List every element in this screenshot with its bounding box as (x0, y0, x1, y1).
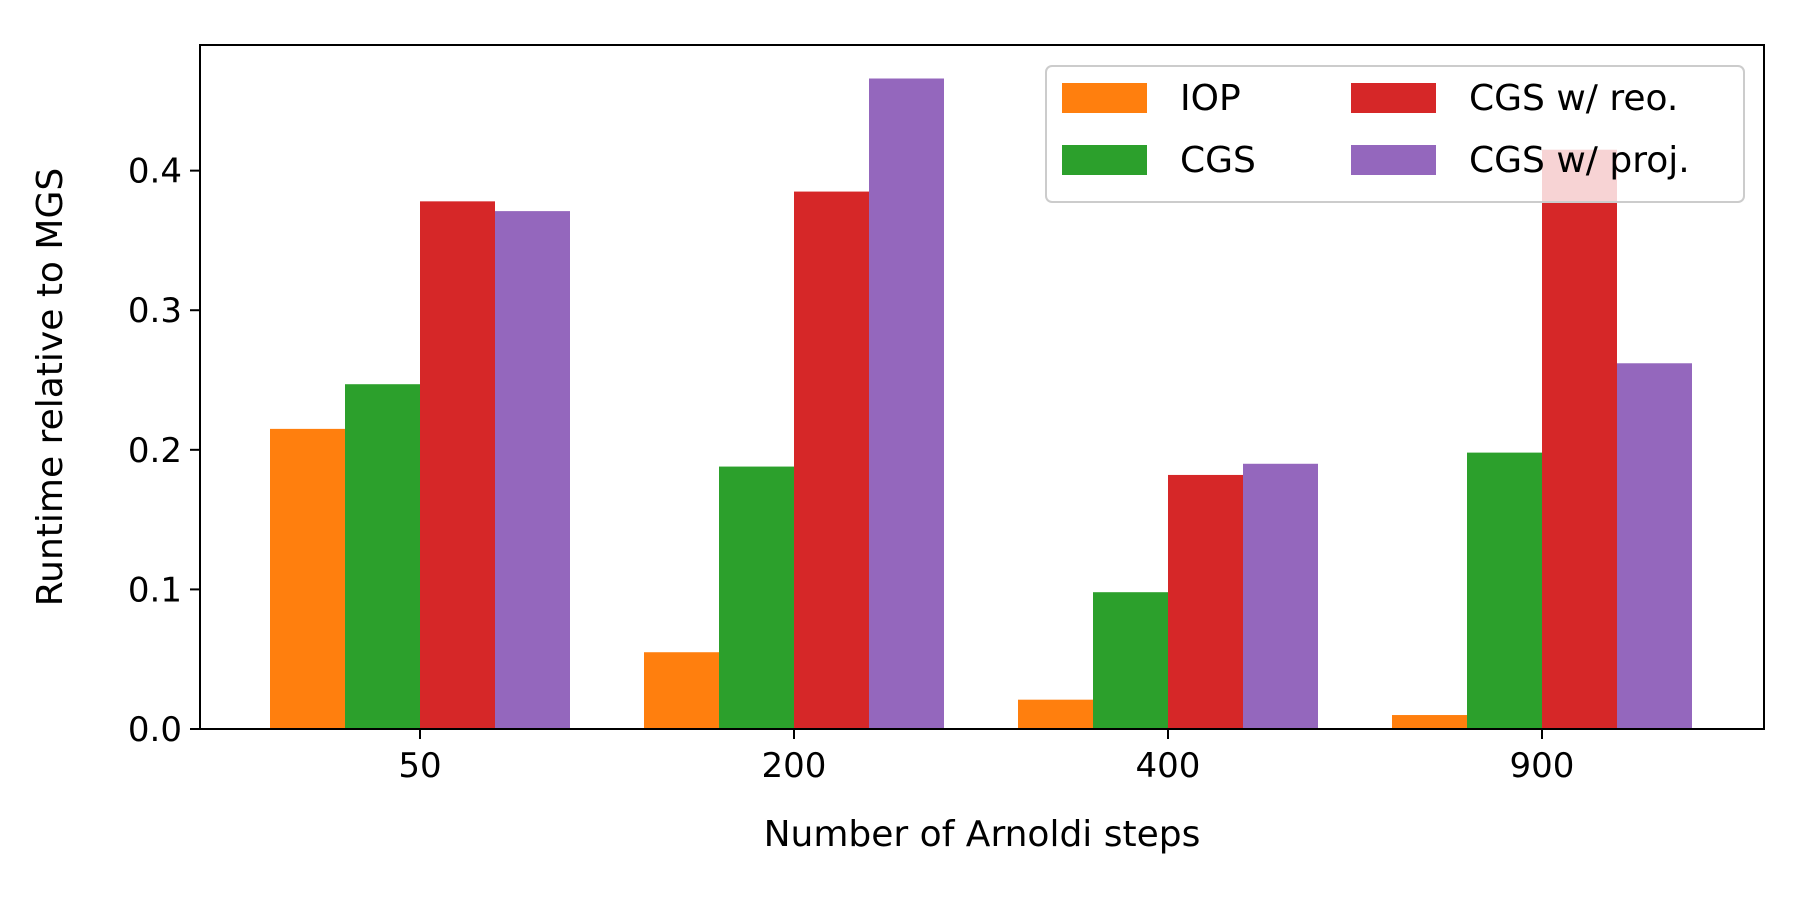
bar-cgs-w-reo--200 (794, 191, 869, 730)
bar-iop-400 (1018, 699, 1093, 729)
legend-swatch-cgs-w-reo- (1351, 83, 1436, 113)
y-tick-label: 0.4 (128, 152, 182, 192)
x-tick-label: 400 (1136, 746, 1201, 786)
y-tick-label: 0.2 (128, 431, 182, 471)
legend-swatch-iop (1062, 83, 1147, 113)
y-axis-label: Runtime relative to MGS (30, 168, 71, 606)
plot-area-frame (199, 44, 1765, 730)
x-tick-label: 900 (1510, 746, 1575, 786)
legend-label-cgs-w-proj-: CGS w/ proj. (1469, 140, 1690, 181)
y-tick-label: 0.0 (128, 710, 182, 750)
x-axis-label: Number of Arnoldi steps (764, 814, 1201, 855)
bar-cgs-w-reo--900 (1542, 149, 1617, 730)
bar-cgs-400 (1093, 592, 1168, 729)
bars-group (270, 78, 1692, 730)
bar-iop-200 (644, 652, 719, 729)
bar-cgs-w-proj--200 (869, 78, 944, 730)
bar-iop-50 (270, 428, 345, 729)
bar-cgs-w-reo--400 (1168, 474, 1243, 729)
bar-cgs-w-proj--900 (1617, 363, 1692, 729)
y-tick-label: 0.1 (128, 570, 182, 610)
bar-cgs-w-proj--50 (495, 211, 570, 730)
legend-label-cgs-w-reo-: CGS w/ reo. (1469, 78, 1678, 119)
bar-cgs-w-proj--400 (1243, 463, 1318, 729)
legend-swatch-cgs-w-proj- (1351, 145, 1436, 175)
bar-cgs-w-reo--50 (420, 201, 495, 730)
bar-cgs-900 (1467, 452, 1542, 729)
bar-cgs-200 (719, 466, 794, 729)
y-tick-label: 0.3 (128, 291, 182, 331)
x-axis: 50 200 400 900 (398, 729, 1574, 786)
legend-label-iop: IOP (1180, 78, 1241, 119)
x-tick-label: 200 (762, 746, 827, 786)
legend-box (1045, 65, 1745, 203)
legend: IOP CGS CGS w/ reo. CGS w/ proj. (1045, 65, 1745, 203)
legend-swatch-cgs (1062, 145, 1147, 175)
bar-cgs-50 (345, 384, 420, 729)
x-tick-label: 50 (398, 746, 441, 786)
bar-iop-900 (1392, 715, 1467, 729)
y-axis: 0.0 0.1 0.2 0.3 0.4 (128, 152, 200, 750)
legend-label-cgs: CGS (1180, 140, 1256, 181)
